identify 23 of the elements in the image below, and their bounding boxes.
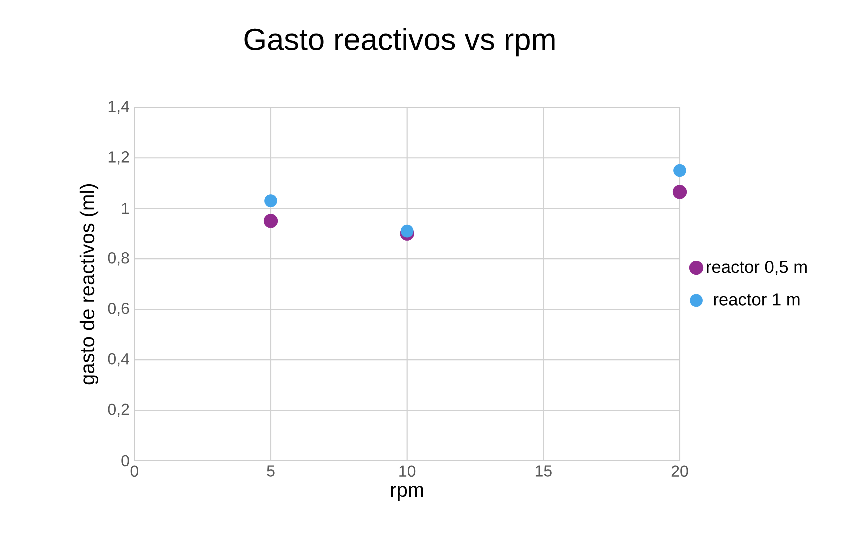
y-tick-label: 1,2	[108, 152, 130, 165]
x-tick-label: 0	[130, 466, 139, 478]
y-tick-label: 0,6	[108, 302, 130, 316]
x-tick-label: 15	[536, 466, 552, 477]
x-tick-label: 5	[267, 466, 275, 477]
y-tick-label: 0	[122, 455, 130, 467]
point	[400, 224, 414, 238]
point	[264, 214, 278, 228]
x-tick-label: 10	[400, 466, 416, 478]
y-tick-label: 1,4	[108, 101, 130, 114]
point	[264, 194, 278, 208]
x-axis-title: rpm	[391, 486, 424, 502]
legend-label: reactor 0,5 m	[707, 260, 807, 276]
chart-title: Gasto reactivos vs rpm	[244, 28, 555, 57]
y-tick-label: 0,8	[108, 252, 130, 266]
y-tick-label: 0,2	[108, 404, 130, 418]
x-tick-label: 20	[672, 466, 688, 478]
y-tick-label: 1	[122, 203, 130, 214]
y-axis-title: gasto de reactivos (ml)	[80, 184, 99, 385]
point	[672, 185, 688, 200]
legend-label: reactor 1 m	[714, 294, 800, 306]
y-tick-label: 0,4	[108, 353, 130, 367]
point	[674, 164, 686, 178]
